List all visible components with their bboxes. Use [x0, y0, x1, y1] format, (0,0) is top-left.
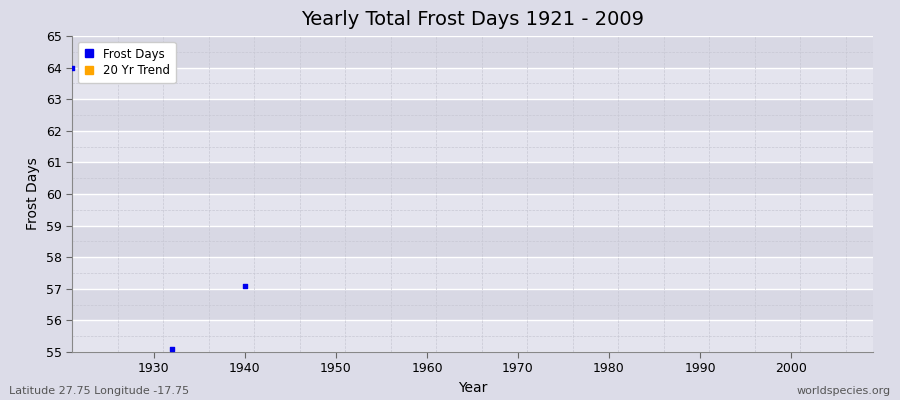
Bar: [72, 226, 873, 257]
Text: worldspecies.org: worldspecies.org: [796, 386, 891, 396]
Legend: Frost Days, 20 Yr Trend: Frost Days, 20 Yr Trend: [78, 42, 176, 83]
Bar: [72, 257, 873, 289]
Bar: [72, 131, 873, 162]
Bar: [72, 162, 873, 194]
Text: Latitude 27.75 Longitude -17.75: Latitude 27.75 Longitude -17.75: [9, 386, 189, 396]
X-axis label: Year: Year: [458, 381, 487, 395]
Title: Yearly Total Frost Days 1921 - 2009: Yearly Total Frost Days 1921 - 2009: [301, 10, 644, 29]
Point: [165, 346, 179, 352]
Bar: [72, 68, 873, 99]
Bar: [72, 194, 873, 226]
Point: [238, 282, 252, 289]
Bar: [72, 99, 873, 131]
Bar: [72, 36, 873, 68]
Y-axis label: Frost Days: Frost Days: [26, 158, 40, 230]
Bar: [72, 289, 873, 320]
Bar: [72, 320, 873, 352]
Point: [65, 64, 79, 71]
